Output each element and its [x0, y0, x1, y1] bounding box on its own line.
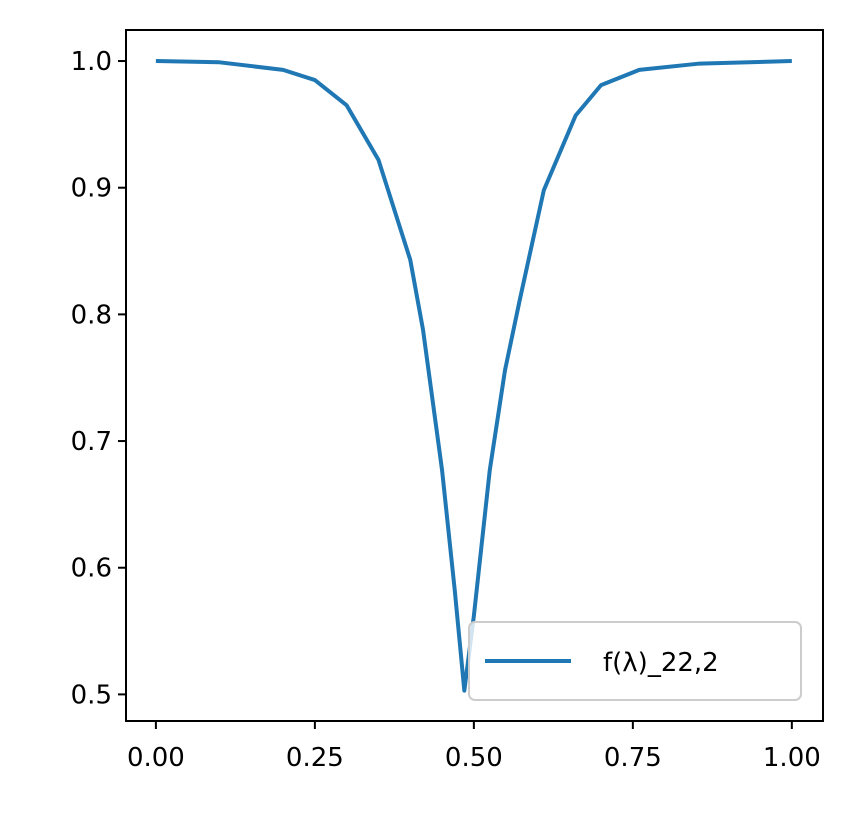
y-tick-label: 0.5 — [71, 680, 112, 710]
plot-frame — [125, 29, 824, 722]
legend: f(λ)_22,2 — [468, 621, 802, 701]
x-tick-label: 0.50 — [445, 743, 503, 773]
y-tick-label: 0.9 — [71, 174, 112, 204]
line-series — [155, 59, 792, 693]
x-tick-label: 1.00 — [763, 743, 821, 773]
y-tick-label: 0.8 — [71, 300, 112, 330]
x-tick-label: 0.25 — [286, 743, 344, 773]
y-tick-label: 1.0 — [71, 47, 112, 77]
y-tick-label: 0.6 — [71, 554, 112, 584]
x-tick-label: 0.75 — [604, 743, 662, 773]
x-tick-label: 0.00 — [127, 743, 185, 773]
y-tick-label: 0.7 — [71, 427, 112, 457]
legend-box — [468, 621, 802, 701]
legend-label: f(λ)_22,2 — [603, 648, 719, 678]
